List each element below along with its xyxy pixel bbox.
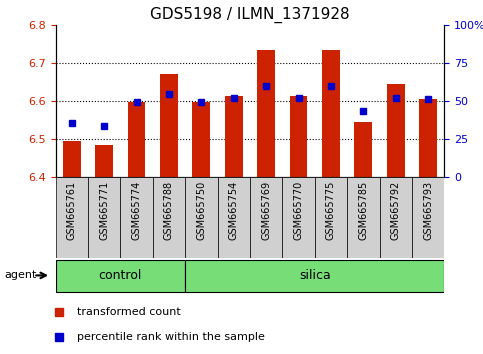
Bar <box>128 102 145 177</box>
Bar <box>63 141 81 177</box>
Bar <box>283 177 315 258</box>
Bar <box>322 50 340 177</box>
Text: GSM665754: GSM665754 <box>229 181 239 240</box>
Bar <box>217 177 250 258</box>
Text: GSM665770: GSM665770 <box>294 181 303 240</box>
Bar <box>95 145 113 177</box>
Bar <box>88 177 120 258</box>
Bar <box>120 177 153 258</box>
Bar <box>56 177 88 258</box>
Text: GSM665775: GSM665775 <box>326 181 336 240</box>
Title: GDS5198 / ILMN_1371928: GDS5198 / ILMN_1371928 <box>150 7 350 23</box>
Text: GSM665750: GSM665750 <box>197 181 206 240</box>
Bar <box>153 177 185 258</box>
Bar <box>355 122 372 177</box>
Text: control: control <box>99 269 142 282</box>
Text: agent: agent <box>4 270 37 280</box>
Bar <box>419 99 437 177</box>
Bar <box>250 177 283 258</box>
Text: percentile rank within the sample: percentile rank within the sample <box>77 332 265 342</box>
Text: GSM665774: GSM665774 <box>131 181 142 240</box>
Bar <box>380 177 412 258</box>
Bar <box>387 84 405 177</box>
Text: GSM665769: GSM665769 <box>261 181 271 240</box>
Text: GSM665788: GSM665788 <box>164 181 174 240</box>
Text: GSM665792: GSM665792 <box>391 181 401 240</box>
Bar <box>257 50 275 177</box>
Bar <box>347 177 380 258</box>
Bar <box>290 96 308 177</box>
Bar <box>315 177 347 258</box>
Text: GSM665761: GSM665761 <box>67 181 77 240</box>
Bar <box>160 74 178 177</box>
Text: GSM665793: GSM665793 <box>423 181 433 240</box>
Bar <box>185 260 444 292</box>
Bar <box>192 102 210 177</box>
Text: silica: silica <box>299 269 331 282</box>
Bar <box>412 177 444 258</box>
Bar <box>56 260 185 292</box>
Text: transformed count: transformed count <box>77 307 181 317</box>
Bar <box>225 96 242 177</box>
Text: GSM665771: GSM665771 <box>99 181 109 240</box>
Text: GSM665785: GSM665785 <box>358 181 369 240</box>
Bar <box>185 177 217 258</box>
